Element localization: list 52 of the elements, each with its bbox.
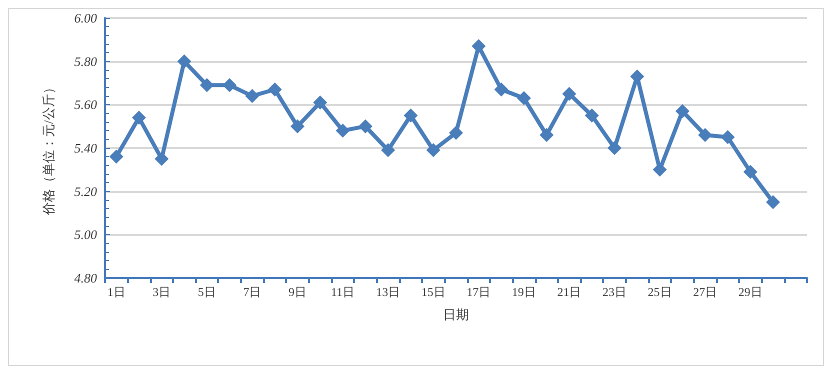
point: [472, 39, 486, 54]
y-axis-title: 价格（单位：元/公斤）: [41, 81, 56, 216]
x-tick-label: 11日: [330, 285, 355, 299]
x-tick-label: 19日: [512, 285, 536, 299]
x-tick-label: 7日: [243, 285, 262, 299]
point: [584, 108, 599, 122]
point: [743, 164, 758, 179]
point: [426, 143, 440, 158]
point: [449, 126, 463, 140]
point: [540, 128, 554, 142]
point: [336, 124, 350, 138]
point: [132, 110, 146, 125]
point: [562, 86, 576, 101]
point: [290, 119, 304, 134]
x-tick-label: 17日: [466, 285, 491, 299]
point: [608, 141, 622, 155]
point: [200, 78, 214, 92]
point: [675, 104, 690, 118]
point: [381, 143, 396, 158]
x-tick-label: 15日: [421, 285, 446, 299]
x-tick-label: 23日: [602, 285, 627, 299]
y-tick-label: 5.40: [74, 140, 98, 156]
point: [404, 108, 418, 122]
y-tick-label: 5.00: [74, 227, 98, 242]
point: [109, 150, 124, 164]
point: [516, 91, 531, 106]
y-tick-label: 5.80: [74, 54, 98, 69]
x-tick-label: 1日: [107, 285, 126, 299]
x-tick-label: 21日: [557, 285, 582, 299]
point: [177, 54, 192, 68]
point: [313, 96, 328, 110]
x-tick-label: 29日: [738, 285, 762, 299]
x-tick-label: 13日: [376, 285, 400, 299]
point: [222, 78, 237, 92]
y-tick-label: 6.00: [74, 10, 98, 26]
point: [494, 82, 508, 96]
x-tick-label: 27日: [693, 285, 718, 299]
y-tick-label: 5.20: [74, 184, 98, 199]
point: [720, 130, 735, 144]
x-axis-title: 日期: [443, 307, 469, 322]
x-tick-label: 3日: [152, 285, 171, 299]
x-tick-label: 9日: [288, 285, 306, 299]
point: [245, 89, 260, 103]
y-tick-label: 5.60: [74, 97, 98, 112]
point: [766, 195, 780, 210]
point: [154, 152, 169, 166]
point: [268, 82, 282, 96]
x-tick-label: 5日: [198, 285, 216, 299]
x-tick-label: 25日: [648, 285, 672, 299]
point: [698, 128, 712, 142]
point: [358, 119, 372, 134]
y-tick-label: 4.80: [74, 270, 98, 286]
